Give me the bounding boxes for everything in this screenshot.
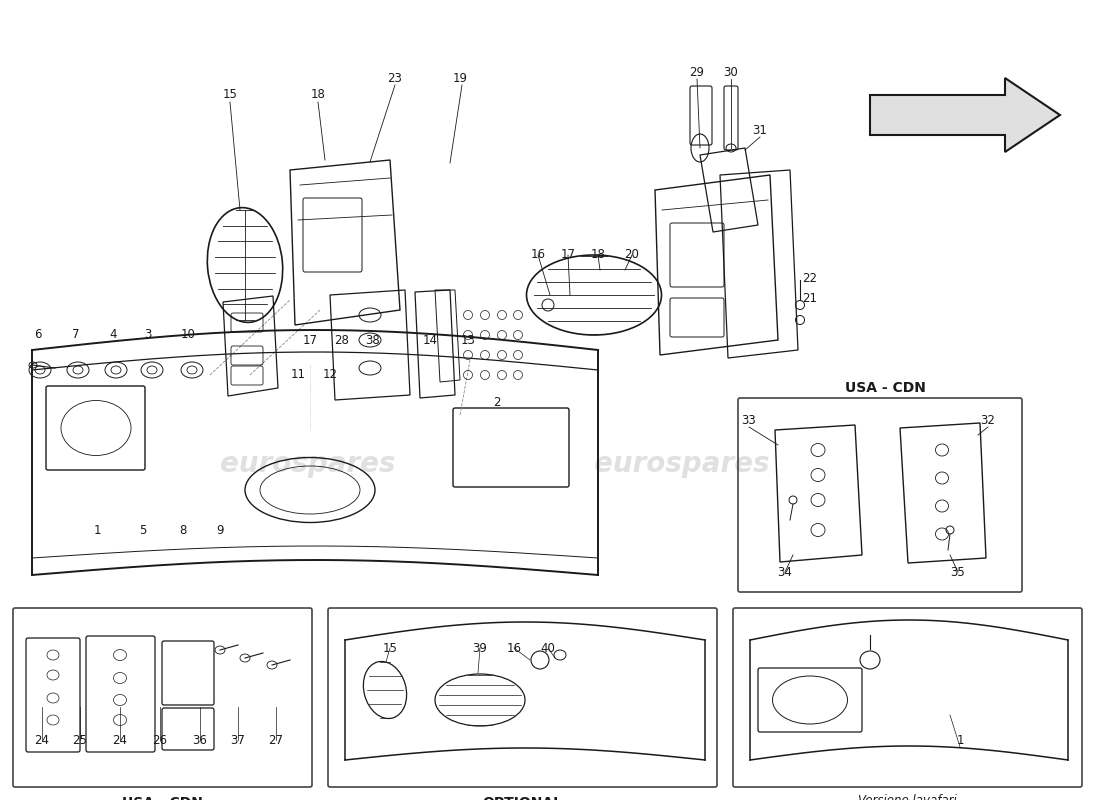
Text: 15: 15 [222, 89, 238, 102]
Text: 32: 32 [980, 414, 996, 426]
Text: 38: 38 [365, 334, 381, 346]
Text: OPTIONAL: OPTIONAL [482, 796, 562, 800]
Text: eurospares: eurospares [594, 450, 770, 478]
Text: 18: 18 [591, 249, 605, 262]
Text: 26: 26 [153, 734, 167, 746]
Text: 1: 1 [956, 734, 964, 746]
Text: 13: 13 [461, 334, 475, 346]
Text: 37: 37 [231, 734, 245, 746]
Text: 23: 23 [387, 71, 403, 85]
Polygon shape [870, 78, 1060, 152]
Text: 10: 10 [180, 329, 196, 342]
Text: 25: 25 [73, 734, 87, 746]
Text: 31: 31 [752, 123, 768, 137]
Text: 1: 1 [94, 523, 101, 537]
Text: 19: 19 [452, 71, 468, 85]
Text: 18: 18 [310, 89, 326, 102]
Text: 34: 34 [778, 566, 792, 578]
Text: 5: 5 [140, 523, 146, 537]
Text: 39: 39 [473, 642, 487, 654]
Text: USA - CDN: USA - CDN [845, 381, 925, 395]
Text: 16: 16 [506, 642, 521, 654]
Text: 14: 14 [422, 334, 438, 346]
Text: 6: 6 [34, 329, 42, 342]
Text: 3: 3 [144, 329, 152, 342]
Text: 27: 27 [268, 734, 284, 746]
Text: 22: 22 [803, 271, 817, 285]
Text: 17: 17 [302, 334, 318, 346]
Text: 21: 21 [803, 291, 817, 305]
Text: 30: 30 [724, 66, 738, 78]
Text: 36: 36 [192, 734, 208, 746]
Text: 40: 40 [540, 642, 556, 654]
Text: 17: 17 [561, 249, 575, 262]
Text: 24: 24 [112, 734, 128, 746]
Text: 33: 33 [741, 414, 757, 426]
Text: 7: 7 [73, 329, 79, 342]
Text: eurospares: eurospares [220, 450, 396, 478]
Text: 35: 35 [950, 566, 966, 578]
Text: 20: 20 [625, 249, 639, 262]
Text: 28: 28 [334, 334, 350, 346]
Text: 29: 29 [690, 66, 704, 78]
Text: 12: 12 [322, 369, 338, 382]
Text: 8: 8 [179, 523, 187, 537]
Text: 24: 24 [34, 734, 50, 746]
Text: 2: 2 [493, 395, 500, 409]
Text: 9: 9 [217, 523, 223, 537]
Text: 11: 11 [290, 369, 306, 382]
Text: 16: 16 [530, 249, 546, 262]
Text: 4: 4 [109, 329, 117, 342]
Text: Versione lavafari: Versione lavafari [858, 794, 956, 800]
Text: 15: 15 [383, 642, 397, 654]
Text: USA - CDN: USA - CDN [122, 796, 202, 800]
